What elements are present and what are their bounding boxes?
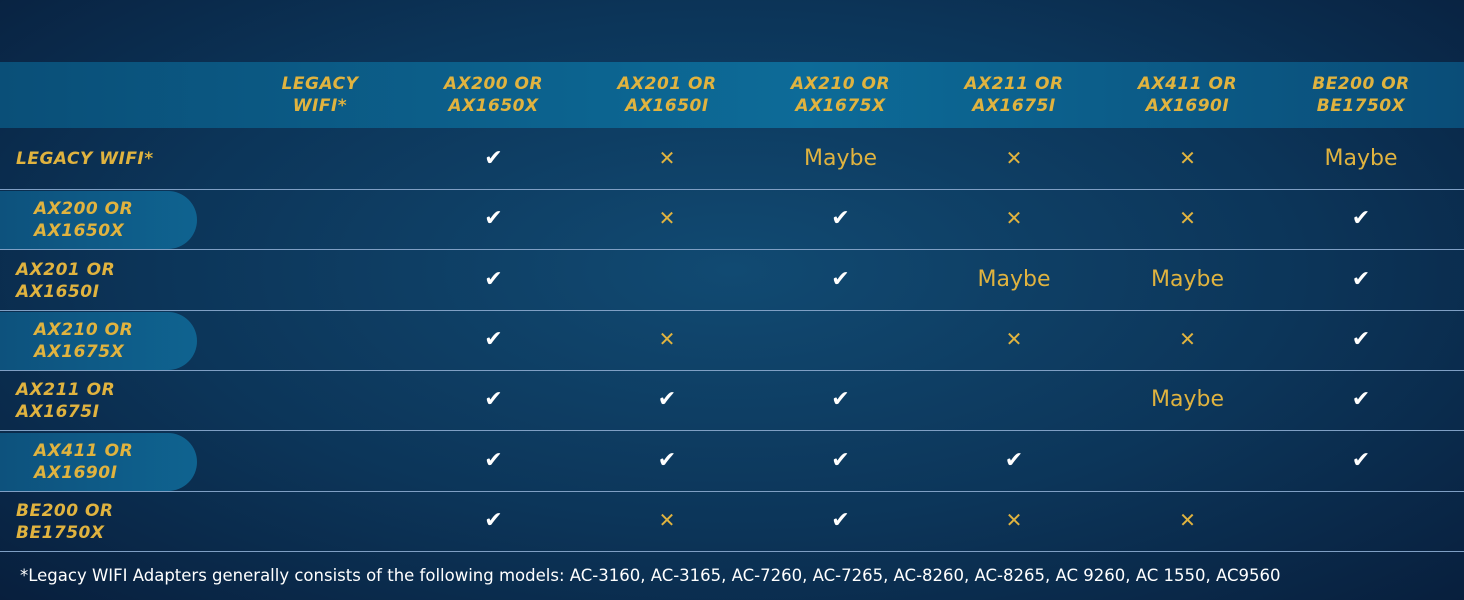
row-label: AX411 OR AX1690I — [34, 440, 134, 483]
check-mark: ✔ — [657, 447, 677, 473]
row-separator — [0, 369, 1464, 371]
row-tab — [0, 191, 197, 250]
row-separator — [0, 490, 1464, 492]
maybe-text: Maybe — [1151, 387, 1224, 413]
row-separator — [0, 550, 1464, 552]
cross-mark: ✕ — [1005, 326, 1023, 351]
check-mark: ✔ — [831, 447, 850, 473]
check-mark: ✔ — [484, 206, 503, 232]
check-mark: ✔ — [1351, 266, 1371, 292]
cross-mark: ✕ — [1179, 206, 1196, 231]
check-mark: ✔ — [657, 387, 677, 413]
check-mark: ✔ — [831, 507, 850, 533]
row-separator — [0, 189, 1464, 190]
cross-mark: ✕ — [1005, 507, 1023, 532]
check-mark: ✔ — [484, 266, 503, 292]
maybe-text: Maybe — [804, 146, 877, 171]
row-label: LEGACY WIFI* — [16, 149, 154, 169]
row-label: AX201 OR AX1650I — [16, 259, 116, 302]
row-separator — [0, 430, 1464, 432]
cross-mark: ✕ — [1179, 507, 1196, 532]
row-label: BE200 OR BE1750X — [16, 500, 114, 543]
row-tab — [0, 311, 197, 370]
check-mark: ✔ — [831, 206, 850, 232]
column-header: AX200 OR AX1650X — [443, 74, 544, 116]
maybe-text: Maybe — [1151, 266, 1224, 292]
maybe-text: Maybe — [977, 266, 1051, 292]
row-separator — [0, 249, 1464, 251]
check-mark: ✔ — [1351, 206, 1371, 232]
cross-mark: ✕ — [1005, 206, 1023, 231]
row-label: AX210 OR AX1675X — [34, 319, 134, 362]
cross-mark: ✕ — [658, 146, 676, 170]
row-label: AX200 OR AX1650X — [34, 199, 134, 242]
column-header: BE200 OR BE1750X — [1312, 74, 1410, 116]
check-mark: ✔ — [484, 387, 503, 413]
check-mark: ✔ — [1351, 447, 1371, 473]
check-mark: ✔ — [484, 447, 503, 473]
check-mark: ✔ — [484, 507, 503, 533]
row-label: AX211 OR AX1675I — [16, 380, 116, 423]
cross-mark: ✕ — [1179, 146, 1196, 170]
cross-mark: ✕ — [658, 507, 676, 532]
cross-mark: ✕ — [658, 206, 676, 231]
column-header: AX211 OR AX1675I — [964, 74, 1064, 116]
cross-mark: ✕ — [1179, 326, 1196, 351]
column-header: AX411 OR AX1690I — [1137, 74, 1238, 116]
column-header: LEGACY WIFI* — [281, 74, 359, 116]
row-separator — [0, 309, 1464, 311]
cross-mark: ✕ — [1005, 146, 1023, 170]
column-header: AX201 OR AX1650I — [617, 74, 717, 116]
check-mark: ✔ — [1351, 387, 1371, 413]
maybe-text: Maybe — [1324, 146, 1398, 171]
footnote: *Legacy WIFI Adapters generally consists… — [20, 566, 1281, 585]
check-mark: ✔ — [484, 326, 503, 352]
column-header: AX210 OR AX1675X — [790, 74, 891, 116]
cross-mark: ✕ — [658, 326, 676, 351]
check-mark: ✔ — [831, 387, 850, 413]
row-tab — [0, 432, 197, 491]
check-mark: ✔ — [1351, 326, 1371, 352]
check-mark: ✔ — [1004, 447, 1024, 473]
check-mark: ✔ — [831, 266, 850, 292]
check-mark: ✔ — [484, 146, 503, 171]
header-band — [0, 62, 1464, 128]
